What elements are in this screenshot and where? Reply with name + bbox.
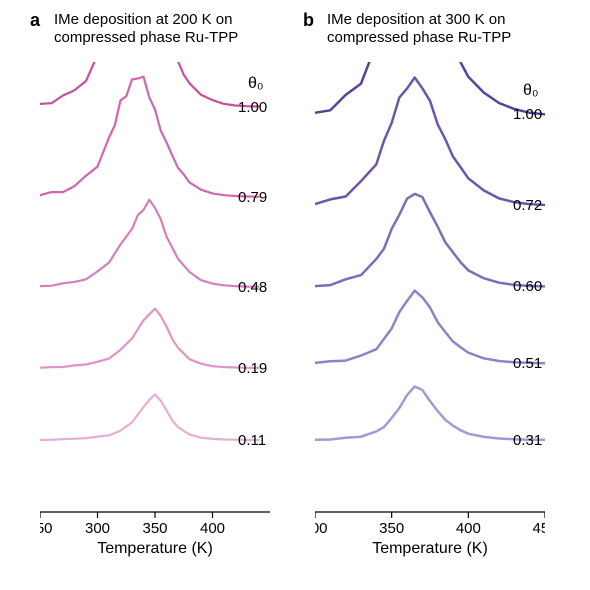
x-tick-label: 450 — [532, 520, 545, 537]
spectrum-curve — [315, 291, 545, 364]
spectrum-curve — [315, 194, 545, 287]
spectrum-curve — [315, 62, 545, 114]
curve-value-label: 0.51 — [513, 355, 542, 372]
panel-b-label: b — [303, 10, 314, 31]
panel-a-chart: 250 300 350 400 — [40, 62, 270, 540]
panel-b-chart: 300 350 400 450 — [315, 62, 545, 540]
panel-a-label: a — [30, 10, 40, 31]
spectrum-curve — [315, 387, 545, 440]
curve-value-label: 1.00 — [513, 106, 542, 123]
x-tick-label: 300 — [315, 520, 328, 537]
curve-value-label: 0.19 — [238, 360, 267, 377]
x-tick-label: 400 — [200, 520, 225, 537]
spectrum-curve — [40, 77, 259, 197]
curve-value-label: 0.31 — [513, 432, 542, 449]
x-tick-label: 250 — [40, 520, 53, 537]
curve-value-label: 1.00 — [238, 99, 267, 116]
curve-value-label: 0.11 — [238, 432, 266, 449]
curve-value-label: 0.79 — [238, 189, 267, 206]
spectrum-curve — [40, 200, 259, 287]
spectrum-curve — [40, 309, 259, 368]
spectrum-curve — [315, 78, 545, 206]
x-tick-label: 350 — [379, 520, 404, 537]
panel-b-xlabel: Temperature (K) — [315, 540, 545, 558]
panel-b-title: IMe deposition at 300 K on compressed ph… — [327, 11, 511, 47]
panel-b-theta-header: θ₀ — [523, 82, 539, 100]
panel-a-xlabel: Temperature (K) — [40, 540, 270, 558]
x-tick-label: 300 — [85, 520, 110, 537]
panel-a-theta-header: θ₀ — [248, 75, 264, 93]
curve-value-label: 0.48 — [238, 279, 267, 296]
x-tick-label: 350 — [142, 520, 167, 537]
spectrum-curve — [40, 395, 259, 440]
curve-value-label: 0.60 — [513, 278, 542, 295]
figure: a IMe deposition at 200 K on compressed … — [0, 0, 590, 590]
curve-value-label: 0.72 — [513, 197, 542, 214]
panel-a-title: IMe deposition at 200 K on compressed ph… — [54, 11, 238, 47]
x-tick-label: 400 — [456, 520, 481, 537]
